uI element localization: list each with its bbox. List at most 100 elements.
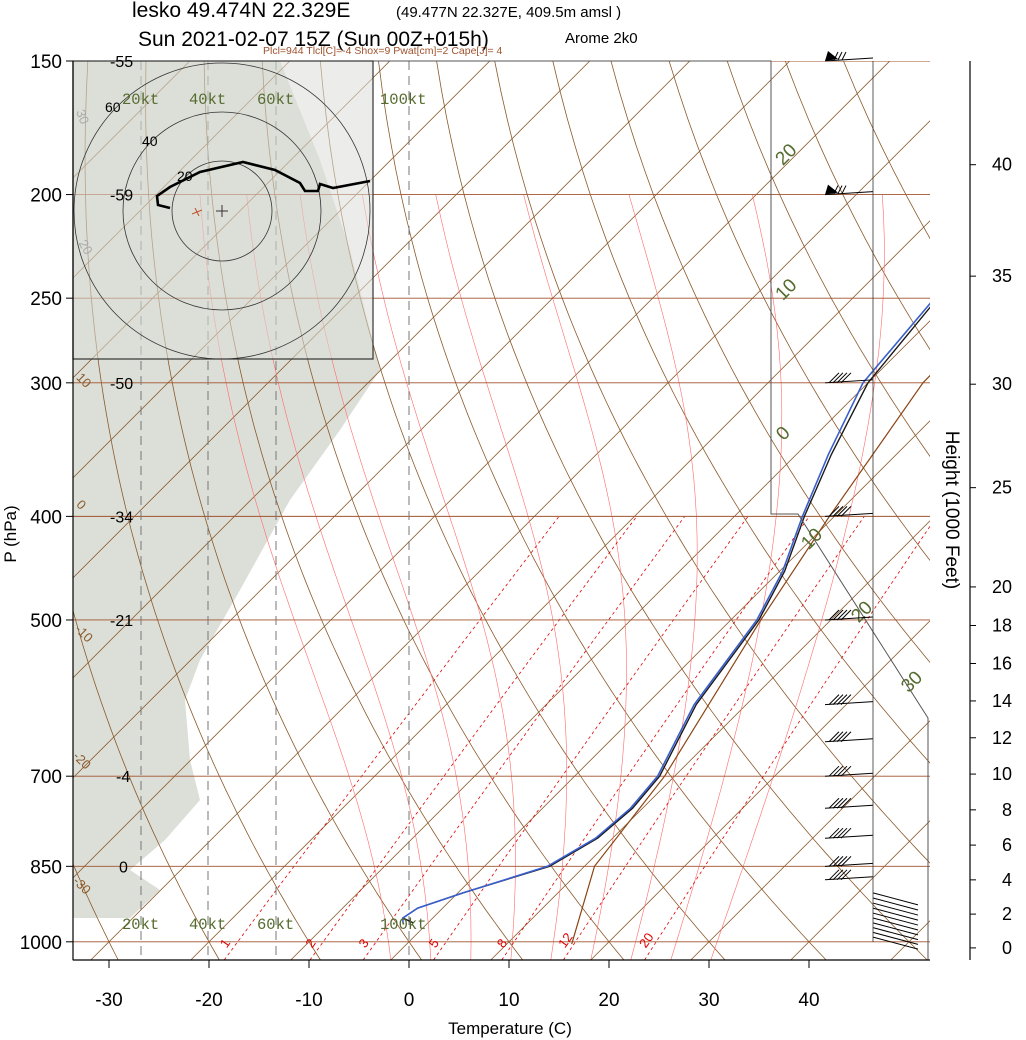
- barb-feather-500-2: [836, 609, 848, 621]
- h-tick-label-25: 25: [992, 478, 1012, 498]
- isotherm-0: [390, 420, 930, 960]
- mixing-ratio-label-5: 5: [426, 936, 442, 951]
- p-tick-label-200: 200: [30, 186, 62, 207]
- height-axis-label: Height (1000 Feet): [941, 431, 962, 589]
- barb-staff-200: [824, 191, 874, 196]
- barb-feather-300-0: [828, 372, 840, 384]
- isotherm--10: [290, 320, 930, 960]
- x-tick-label--20: -20: [195, 990, 222, 1011]
- mixing-ratio-label-12: 12: [555, 930, 576, 950]
- pressure-axis: 150 200 250 300 400 500 700 850 1000: [20, 52, 74, 960]
- moist-adiabat-24: [628, 194, 698, 960]
- level-temp-850: 0: [119, 859, 128, 876]
- wind-speed-labels-bottom: 20kt 40kt 60kt 100kt: [122, 916, 427, 934]
- mixing-ratio-3: [362, 516, 686, 960]
- isotherm--70: [73, 61, 591, 579]
- barb-surface-9: [872, 936, 919, 950]
- mixing-ratio-label-20: 20: [636, 930, 657, 950]
- x-tick-label-10: 10: [498, 990, 519, 1011]
- barb-feather-850-0: [828, 855, 840, 867]
- hodo-storm-marker: [191, 207, 203, 217]
- dry-adiabat--30: [73, 862, 119, 960]
- barb-feather-750-3: [840, 797, 852, 809]
- isotherm--50: [73, 61, 791, 779]
- x-tick-label-0: 0: [404, 990, 415, 1011]
- chart-time: Sun 2021-02-07 15Z (Sun 00Z+015h): [138, 28, 489, 51]
- isotherm--60: [73, 61, 691, 679]
- barb-surface-4: [872, 912, 919, 926]
- barb-feather-750-0: [828, 797, 840, 809]
- height-axis: 0 2 4 6 8 10 12 14 16 18 20 25 30 35 40: [970, 155, 1012, 958]
- p-tick-label-500: 500: [30, 611, 62, 632]
- barb-feather-200-1: [837, 185, 843, 194]
- hodo-gray-20: 20: [76, 237, 96, 257]
- barb-feather-875-1: [832, 869, 844, 881]
- mixing-ratio-8: [501, 516, 810, 960]
- h-tick-label-20: 20: [992, 577, 1012, 597]
- barb-feather-400-0: [828, 506, 840, 517]
- iso-right-30: 30: [897, 667, 927, 697]
- p-tick-label-400: 400: [30, 507, 62, 528]
- barb-feather-700-0: [828, 765, 840, 777]
- moist-adiabat-16: [435, 194, 567, 960]
- barb-staff-150: [824, 57, 874, 62]
- iso-right-10: 10: [772, 275, 802, 305]
- dry-adiabat-60: [494, 61, 930, 864]
- hodograph-inset: 60 40 20 30 20: [72, 60, 374, 360]
- moist-adiabat-8: [299, 194, 472, 960]
- dry-adiabat-0: [145, 61, 422, 960]
- hodo-ring-60: 60: [105, 99, 121, 115]
- dry-adiabat-30: [319, 61, 726, 960]
- barb-feather-700-1: [832, 765, 844, 777]
- mixing-ratio-20: [644, 525, 930, 960]
- kt-label-40-top: 40kt: [189, 91, 226, 109]
- model-name: Arome 2k0: [565, 30, 638, 47]
- h-tick-label-10: 10: [992, 764, 1012, 784]
- dry-adiabat-90: [668, 61, 930, 561]
- barb-surface-1: [872, 897, 919, 911]
- dry-adiabat-120: [843, 61, 930, 240]
- kt-label-100-bottom: 100kt: [380, 916, 427, 934]
- mixing-ratio-lines: [223, 516, 930, 960]
- temperature-axis: -30 -20 -10 0 10 20 30 40: [73, 959, 930, 1011]
- isotherm--40: [73, 61, 891, 879]
- level-temperature-labels: -55 -59 -50 -34 -21 -4 0: [110, 54, 133, 876]
- moist-adiabat-28: [670, 194, 783, 960]
- barb-feather-500-1: [832, 609, 844, 621]
- level-temp-400: -34: [110, 509, 133, 526]
- barb-surface-0: [872, 892, 919, 906]
- x-tick-label--10: -10: [295, 990, 322, 1011]
- dewpoint-profile: [401, 302, 930, 923]
- h-tick-label-16: 16: [992, 654, 1012, 674]
- h-tick-label-30: 30: [992, 374, 1012, 394]
- barb-feather-850-2: [836, 855, 848, 867]
- parcel-path: [571, 374, 930, 945]
- barb-feather-800-3: [840, 827, 852, 839]
- barb-feather-800-2: [836, 827, 848, 839]
- mixing-ratio-label-1: 1: [217, 936, 233, 951]
- mixing-ratio-2: [309, 516, 638, 960]
- barb-feather-750-1: [832, 797, 844, 809]
- mixing-ratio-label-3: 3: [355, 936, 371, 951]
- dry-adiabats: [73, 61, 930, 960]
- barb-feather-800-0: [828, 827, 840, 839]
- barb-feather-600-1: [832, 694, 844, 705]
- barb-feather-150-1: [837, 51, 843, 61]
- p-tick-label-250: 250: [30, 289, 62, 310]
- p-tick-label-1000: 1000: [20, 933, 62, 954]
- h-tick-label-14: 14: [992, 691, 1012, 711]
- barb-feather-700-2: [836, 765, 848, 777]
- moist-adiabat-20: [523, 194, 627, 960]
- barb-feather-800-1: [832, 827, 844, 839]
- kt-label-100-top: 100kt: [380, 91, 427, 109]
- barb-feather-200-2: [841, 185, 847, 194]
- dry-adiabat-70: [552, 61, 930, 764]
- dry-adiabat--10: [84, 61, 321, 960]
- moist-adiabat-4: [246, 194, 432, 960]
- isotherm-lines: [73, 61, 930, 960]
- barb-feather-500-0: [828, 609, 840, 621]
- p-tick-label-300: 300: [30, 374, 62, 395]
- iso-right-20: 20: [772, 140, 802, 170]
- kt-label-60-top: 60kt: [257, 91, 294, 109]
- h-tick-label-35: 35: [992, 266, 1012, 286]
